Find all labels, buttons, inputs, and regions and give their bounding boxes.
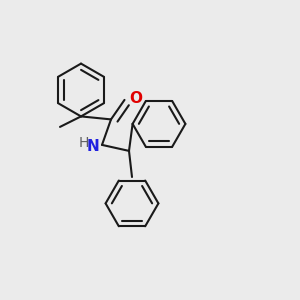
Text: O: O [129,91,142,106]
Text: N: N [86,139,99,154]
Text: H: H [78,136,88,150]
